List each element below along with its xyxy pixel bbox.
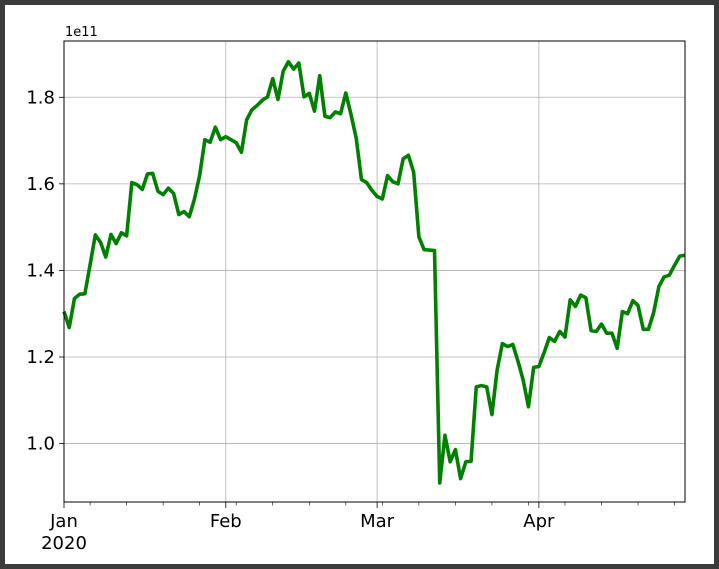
y-tick-label: 1.2 (26, 347, 55, 368)
x-tick-sublabel: 2020 (41, 533, 87, 554)
grid-lines (63, 41, 685, 502)
x-tick-label: Jan (49, 511, 78, 532)
x-tick-label: Apr (523, 511, 555, 532)
x-tick-label: Mar (360, 511, 395, 532)
series-lines (62, 59, 686, 485)
series-line (62, 59, 686, 485)
axes-frame (63, 40, 686, 503)
y-tick-label: 1.6 (26, 174, 55, 195)
figure-canvas: 1.0 1.2 1.4 1.6 1.8 Jan 2020 Feb Mar Apr 1e11 (5, 5, 714, 564)
y-tick-label: 1.0 (26, 434, 55, 455)
y-tick-label: 1.8 (26, 87, 55, 108)
y-offset-label: 1e11 (65, 25, 98, 40)
x-tick-label: Feb (210, 511, 242, 532)
y-tick-label: 1.4 (26, 260, 55, 281)
